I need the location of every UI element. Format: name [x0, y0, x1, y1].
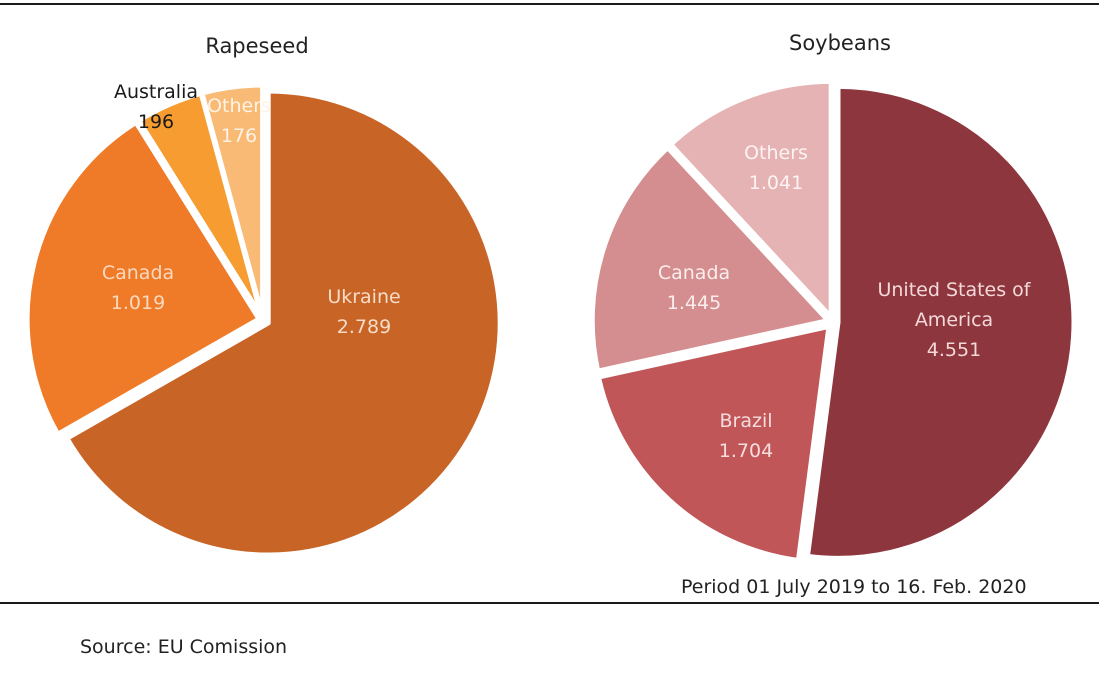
rapeseed-label-australia: Australia 196 — [114, 81, 198, 133]
rapeseed-label-others: Others 176 — [207, 95, 271, 147]
rapeseed-label-canada: Canada 1.019 — [102, 262, 174, 314]
source-note: Source: EU Comission — [80, 636, 288, 658]
soybeans-label-united-states-of-america: United States of America 4.551 — [877, 279, 1031, 361]
pie-charts: Rapeseed Soybeans Ukraine 2.789 Canada 1.01… — [24, 31, 1077, 563]
soybeans-pie: United States of America 4.551 Brazil 1.704 C… — [589, 78, 1077, 563]
soybeans-label-canada: Canada 1.445 — [658, 262, 730, 314]
top-rule — [0, 3, 1099, 5]
soybeans-label-others: Others 1.041 — [744, 142, 808, 194]
rapeseed-chart-title: Rapeseed — [205, 34, 308, 58]
period-note: Period 01 July 2019 to 16. Feb. 2020 — [681, 576, 1027, 598]
soybeans-slice-brazil — [595, 323, 832, 563]
rapeseed-slice-canada — [24, 119, 262, 437]
soybeans-slice-united-states-of-america — [804, 83, 1077, 561]
soybeans-slice-canada — [589, 145, 831, 374]
rapeseed-label-ukraine: Ukraine 2.789 — [327, 286, 400, 338]
rapeseed-slice-ukraine — [64, 88, 503, 558]
soybeans-slice-others — [668, 78, 834, 320]
rapeseed-slice-others — [199, 82, 266, 320]
soybeans-chart-title: Soybeans — [789, 31, 891, 55]
rapeseed-pie: Ukraine 2.789 Canada 1.019 Australia 196Other… — [24, 81, 503, 558]
soybeans-label-brazil: Brazil 1.704 — [719, 410, 773, 462]
bottom-rule — [0, 602, 1099, 604]
